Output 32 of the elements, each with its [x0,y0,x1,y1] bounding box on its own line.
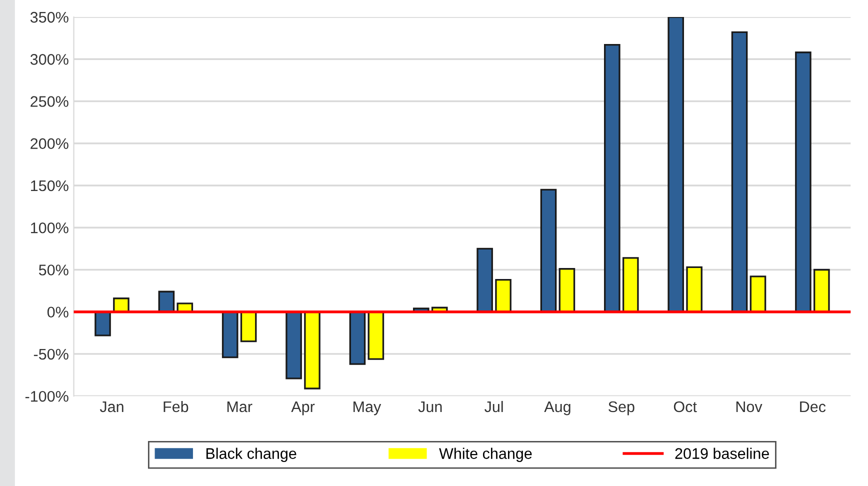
x-tick-label: Feb [164,400,188,412]
legend-label: 2019 baseline [675,448,769,459]
legend-label: White change [439,448,532,462]
legend-label: Black change [206,448,296,462]
y-tick-label: 350% [30,12,68,23]
x-tick-label: Jul [484,400,503,412]
y-tick-label: 300% [30,54,68,65]
bar [94,311,111,336]
y-tick-label: 50% [38,264,68,276]
bar [222,311,238,358]
x-tick-label: Dec [800,402,826,412]
y-tick-label: 100% [31,222,68,234]
bar [368,311,384,360]
x-tick-label: Oct [674,401,697,412]
bar [304,311,320,390]
x-tick-label: Jan [100,402,124,412]
y-tick-label: -50% [34,348,68,360]
y-tick-label: -100% [25,390,68,402]
bar [240,311,257,342]
y-tick-label: 0% [47,306,68,318]
y-tick-label: 200% [30,138,68,150]
x-tick-label: Jun [418,402,442,412]
bar [349,311,366,365]
y-tick-label: 250% [30,96,68,107]
x-tick-label: Apr [291,402,315,416]
x-tick-label: Aug [544,402,570,416]
x-tick-label: Sep [608,401,634,416]
bar [286,311,302,380]
x-tick-label: Nov [736,402,762,412]
y-tick-label: 150% [31,180,68,192]
x-tick-label: May [354,402,382,416]
x-tick-label: Mar [227,402,252,412]
